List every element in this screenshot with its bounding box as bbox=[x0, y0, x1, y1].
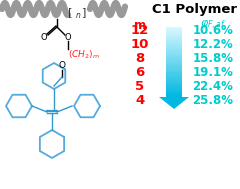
Bar bbox=[166, 36, 182, 37]
Text: 6: 6 bbox=[135, 67, 145, 80]
Bar bbox=[166, 48, 182, 49]
Text: 12: 12 bbox=[131, 25, 149, 37]
Text: $\varphi_{F,af}$: $\varphi_{F,af}$ bbox=[200, 19, 226, 32]
Bar bbox=[166, 90, 182, 91]
Bar bbox=[166, 45, 182, 47]
Bar bbox=[166, 72, 182, 74]
Text: 10.6%: 10.6% bbox=[192, 25, 234, 37]
Text: 8: 8 bbox=[135, 53, 145, 66]
Bar bbox=[166, 51, 182, 53]
Bar bbox=[166, 80, 182, 82]
Bar bbox=[166, 30, 182, 32]
Bar bbox=[166, 74, 182, 76]
Bar bbox=[166, 64, 182, 66]
Bar bbox=[166, 88, 182, 90]
Bar bbox=[166, 93, 182, 95]
Bar bbox=[166, 87, 182, 89]
Bar bbox=[166, 85, 182, 87]
Bar bbox=[166, 84, 182, 85]
Bar bbox=[166, 53, 182, 55]
Bar bbox=[166, 57, 182, 59]
Text: ]: ] bbox=[82, 7, 86, 17]
Bar bbox=[166, 63, 182, 64]
Bar bbox=[166, 55, 182, 56]
Text: C1 Polymer: C1 Polymer bbox=[152, 3, 237, 16]
Bar bbox=[166, 71, 182, 73]
Bar bbox=[166, 66, 182, 68]
Text: 15.8%: 15.8% bbox=[192, 53, 234, 66]
Bar bbox=[166, 33, 182, 34]
Text: 22.4%: 22.4% bbox=[192, 81, 234, 94]
Bar bbox=[166, 35, 182, 36]
Bar bbox=[166, 44, 182, 46]
Bar bbox=[166, 38, 182, 40]
Bar bbox=[166, 42, 182, 43]
Bar bbox=[166, 76, 182, 77]
Bar bbox=[166, 29, 182, 30]
Bar bbox=[166, 65, 182, 67]
Polygon shape bbox=[159, 97, 189, 109]
Bar bbox=[166, 49, 182, 50]
Bar bbox=[166, 56, 182, 57]
Bar bbox=[166, 60, 182, 62]
Text: 10: 10 bbox=[131, 39, 149, 51]
Bar bbox=[166, 94, 182, 96]
Bar bbox=[166, 62, 182, 63]
Bar bbox=[166, 46, 182, 48]
Text: O: O bbox=[41, 33, 47, 42]
Bar bbox=[166, 70, 182, 71]
Bar bbox=[166, 78, 182, 80]
Bar bbox=[166, 86, 182, 88]
Bar bbox=[166, 81, 182, 83]
Bar bbox=[166, 92, 182, 94]
Bar bbox=[166, 91, 182, 92]
Bar bbox=[166, 73, 182, 75]
Bar bbox=[166, 69, 182, 70]
Bar bbox=[166, 40, 182, 41]
Text: O: O bbox=[65, 33, 71, 43]
Bar bbox=[166, 67, 182, 69]
Bar bbox=[166, 34, 182, 35]
Text: [: [ bbox=[68, 7, 72, 17]
Text: 4: 4 bbox=[135, 94, 145, 108]
Bar bbox=[166, 27, 182, 28]
Bar bbox=[166, 28, 182, 29]
Bar bbox=[166, 77, 182, 78]
Bar bbox=[166, 43, 182, 44]
Bar bbox=[166, 95, 182, 97]
Bar bbox=[166, 31, 182, 33]
Text: n: n bbox=[76, 11, 81, 20]
Text: $(CH_2)_m$: $(CH_2)_m$ bbox=[68, 49, 100, 61]
Text: 5: 5 bbox=[135, 81, 144, 94]
Bar bbox=[166, 52, 182, 54]
Text: m: m bbox=[134, 19, 146, 32]
Bar bbox=[166, 50, 182, 51]
Bar bbox=[166, 41, 182, 42]
Bar bbox=[166, 59, 182, 61]
Text: O: O bbox=[59, 60, 66, 70]
Bar bbox=[166, 58, 182, 60]
Bar bbox=[166, 37, 182, 39]
Text: 19.1%: 19.1% bbox=[192, 67, 234, 80]
Text: 25.8%: 25.8% bbox=[192, 94, 234, 108]
Text: 12.2%: 12.2% bbox=[193, 39, 233, 51]
Bar bbox=[166, 79, 182, 81]
Bar bbox=[166, 83, 182, 84]
